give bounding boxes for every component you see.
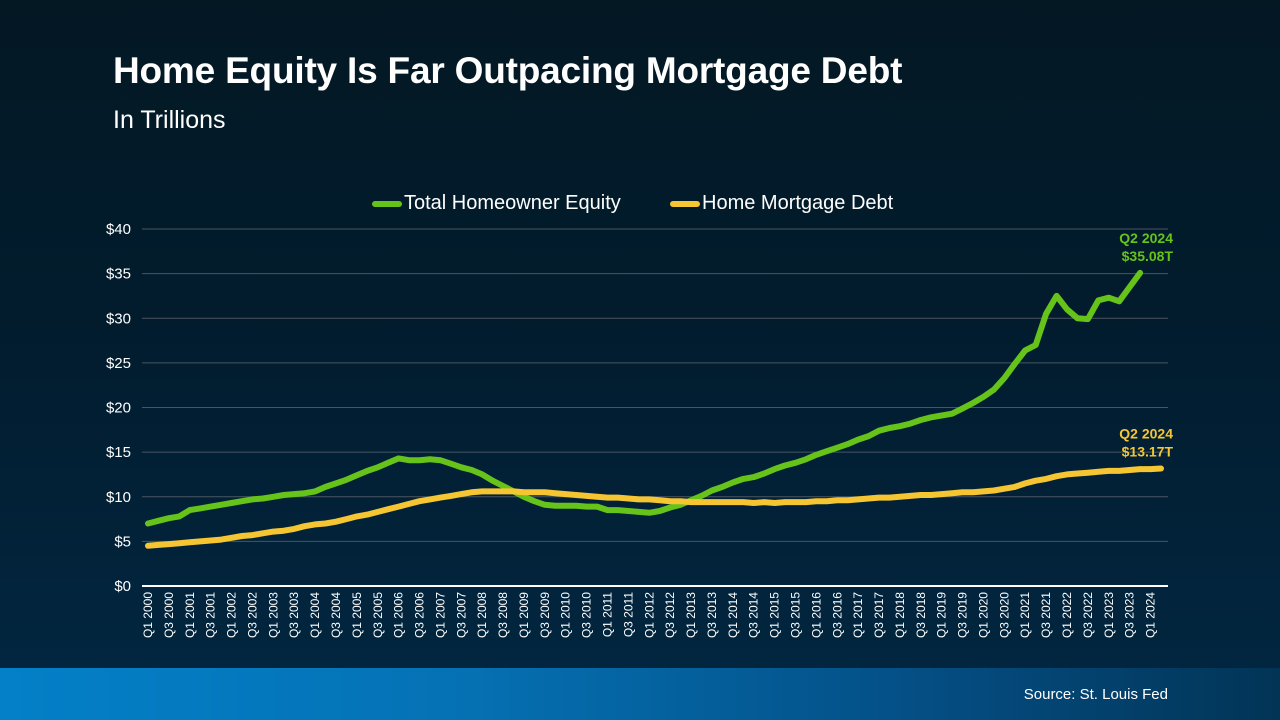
x-tick-label: Q3 2021	[1039, 592, 1053, 638]
page-subtitle: In Trillions	[113, 106, 226, 134]
x-tick-label: Q3 2013	[705, 592, 719, 638]
x-tick-label: Q3 2023	[1123, 592, 1137, 638]
x-tick-label: Q3 2000	[162, 592, 176, 638]
y-tick-label: $20	[106, 400, 131, 417]
x-tick-label: Q1 2014	[726, 592, 740, 638]
x-tick-label: Q1 2021	[1018, 592, 1032, 638]
x-tick-label: Q3 2016	[830, 592, 844, 638]
x-tick-label: Q1 2010	[559, 592, 573, 638]
series-line-equity	[145, 269, 1144, 527]
x-tick-label: Q3 2015	[788, 592, 802, 638]
legend-swatch-debt	[670, 200, 700, 207]
x-tick-label: Q1 2004	[308, 592, 322, 638]
x-tick-label: Q3 2007	[454, 592, 468, 638]
x-tick-label: Q1 2000	[141, 592, 155, 638]
legend-item-debt: Home Mortgage Debt	[670, 192, 893, 215]
x-tick-label: Q1 2005	[350, 592, 364, 638]
x-tick-label: Q1 2008	[475, 592, 489, 638]
x-tick-label: Q3 2018	[914, 592, 928, 638]
legend-label-debt: Home Mortgage Debt	[702, 192, 894, 214]
x-tick-label: Q3 2017	[872, 592, 886, 638]
x-tick-label: Q1 2001	[183, 592, 197, 638]
y-tick-label: $0	[114, 578, 131, 595]
x-tick-label: Q3 2004	[329, 592, 343, 638]
x-tick-label: Q3 2010	[580, 592, 594, 638]
x-tick-label: Q1 2006	[392, 592, 406, 638]
source-note: Source: St. Louis Fed	[1023, 686, 1168, 703]
x-tick-label: Q3 2008	[496, 592, 510, 638]
x-tick-label: Q1 2013	[684, 592, 698, 638]
x-tick-label: Q1 2007	[433, 592, 447, 638]
y-tick-label: $30	[106, 310, 131, 327]
x-tick-label: Q1 2009	[517, 592, 531, 638]
line-chart: $0 $5 $10 $15 $20 $25 $30 $35 $40 Q1 2000 Q3 2000 Q…	[106, 221, 1174, 638]
x-tick-label: Q3 2020	[997, 592, 1011, 638]
x-tick-label: Q3 2009	[538, 592, 552, 638]
x-tick-label: Q1 2024	[1144, 592, 1158, 638]
y-tick-label: $25	[106, 355, 131, 372]
end-annotation-period: Q2 2024	[1119, 230, 1173, 246]
y-tick-label: $40	[106, 221, 131, 238]
footer-bar	[0, 668, 1280, 720]
x-tick-label: Q3 2002	[245, 592, 259, 638]
x-tick-label: Q1 2019	[935, 592, 949, 638]
x-tick-label: Q1 2017	[851, 592, 865, 638]
x-tick-label: Q1 2018	[893, 592, 907, 638]
legend-swatch-equity	[372, 200, 402, 207]
x-tick-label: Q3 2011	[621, 592, 635, 637]
x-tick-label: Q1 2023	[1102, 592, 1116, 638]
x-tick-label: Q3 2014	[747, 592, 761, 638]
end-annotation-value: $13.17T	[1122, 443, 1174, 459]
legend-item-equity: Total Homeowner Equity	[372, 192, 621, 215]
x-tick-label: Q1 2016	[809, 592, 823, 638]
x-tick-label: Q3 2001	[204, 592, 218, 638]
series-line-debt	[145, 465, 1164, 549]
x-tick-label: Q3 2022	[1081, 592, 1095, 638]
x-tick-label: Q1 2002	[225, 592, 239, 638]
x-tick-label: Q1 2015	[768, 592, 782, 638]
y-tick-label: $10	[106, 489, 131, 506]
x-tick-label: Q1 2011	[601, 592, 615, 637]
x-tick-label: Q3 2019	[956, 592, 970, 638]
y-tick-label: $15	[106, 444, 131, 461]
x-tick-label: Q3 2006	[413, 592, 427, 638]
x-tick-label: Q3 2003	[287, 592, 301, 638]
page-title: Home Equity Is Far Outpacing Mortgage De…	[113, 50, 903, 91]
x-tick-label: Q1 2012	[642, 592, 656, 638]
legend-label-equity: Total Homeowner Equity	[404, 192, 621, 214]
x-tick-label: Q1 2022	[1060, 592, 1074, 638]
x-tick-label: Q1 2020	[976, 592, 990, 638]
x-tick-label: Q3 2012	[663, 592, 677, 638]
chart-legend: Total Homeowner Equity Home Mortgage Deb…	[0, 192, 1280, 216]
end-annotation-period: Q2 2024	[1119, 425, 1173, 441]
x-tick-label: Q3 2005	[371, 592, 385, 638]
y-tick-label: $35	[106, 266, 131, 283]
x-tick-label: Q1 2003	[266, 592, 280, 638]
slide-background	[0, 0, 1280, 668]
end-annotation-value: $35.08T	[1122, 248, 1174, 264]
y-tick-label: $5	[114, 533, 131, 550]
